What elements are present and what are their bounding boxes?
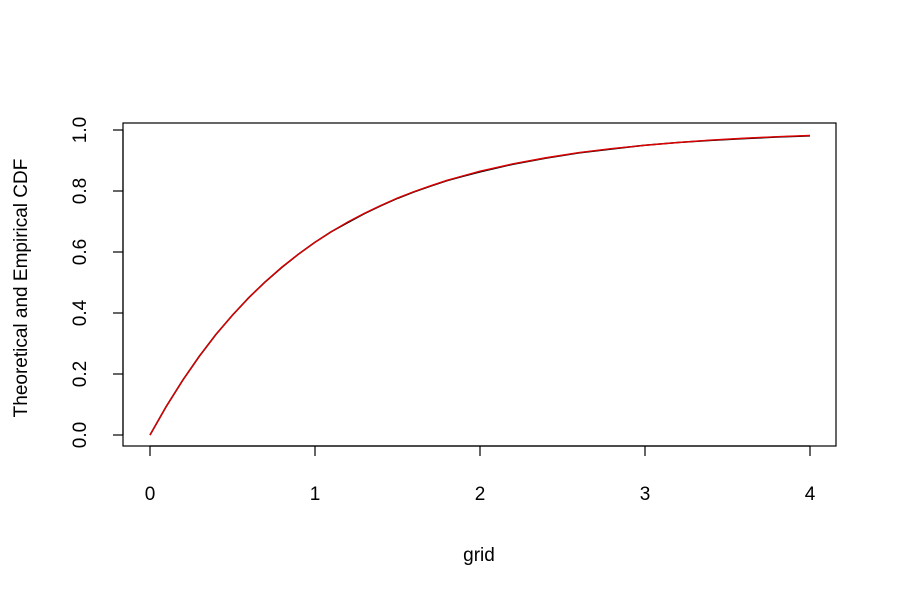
- x-axis: 0 1 2 3 4: [145, 445, 816, 505]
- x-tick-label: 1: [310, 484, 321, 505]
- y-tick-label: 0.6: [70, 239, 91, 265]
- y-tick-label: 1.0: [70, 117, 91, 143]
- empirical-cdf-line: [149, 135, 811, 436]
- y-axis: 0.0 0.2 0.4 0.6 0.8 1.0: [70, 117, 124, 448]
- y-axis-label: Theoretical and Empirical CDF: [11, 159, 32, 418]
- x-tick-label: 2: [475, 484, 486, 505]
- y-tick-label: 0.2: [70, 361, 91, 387]
- x-tick-label: 3: [640, 484, 651, 505]
- series-layer: [149, 134, 811, 436]
- x-axis-label: grid: [463, 545, 495, 566]
- x-tick-label: 4: [805, 484, 816, 505]
- y-tick-label: 0.8: [70, 178, 91, 204]
- y-tick-label: 0.0: [70, 422, 91, 448]
- theoretical-cdf-line: [149, 134, 811, 436]
- y-tick-label: 0.4: [70, 299, 91, 326]
- x-tick-label: 0: [145, 484, 156, 505]
